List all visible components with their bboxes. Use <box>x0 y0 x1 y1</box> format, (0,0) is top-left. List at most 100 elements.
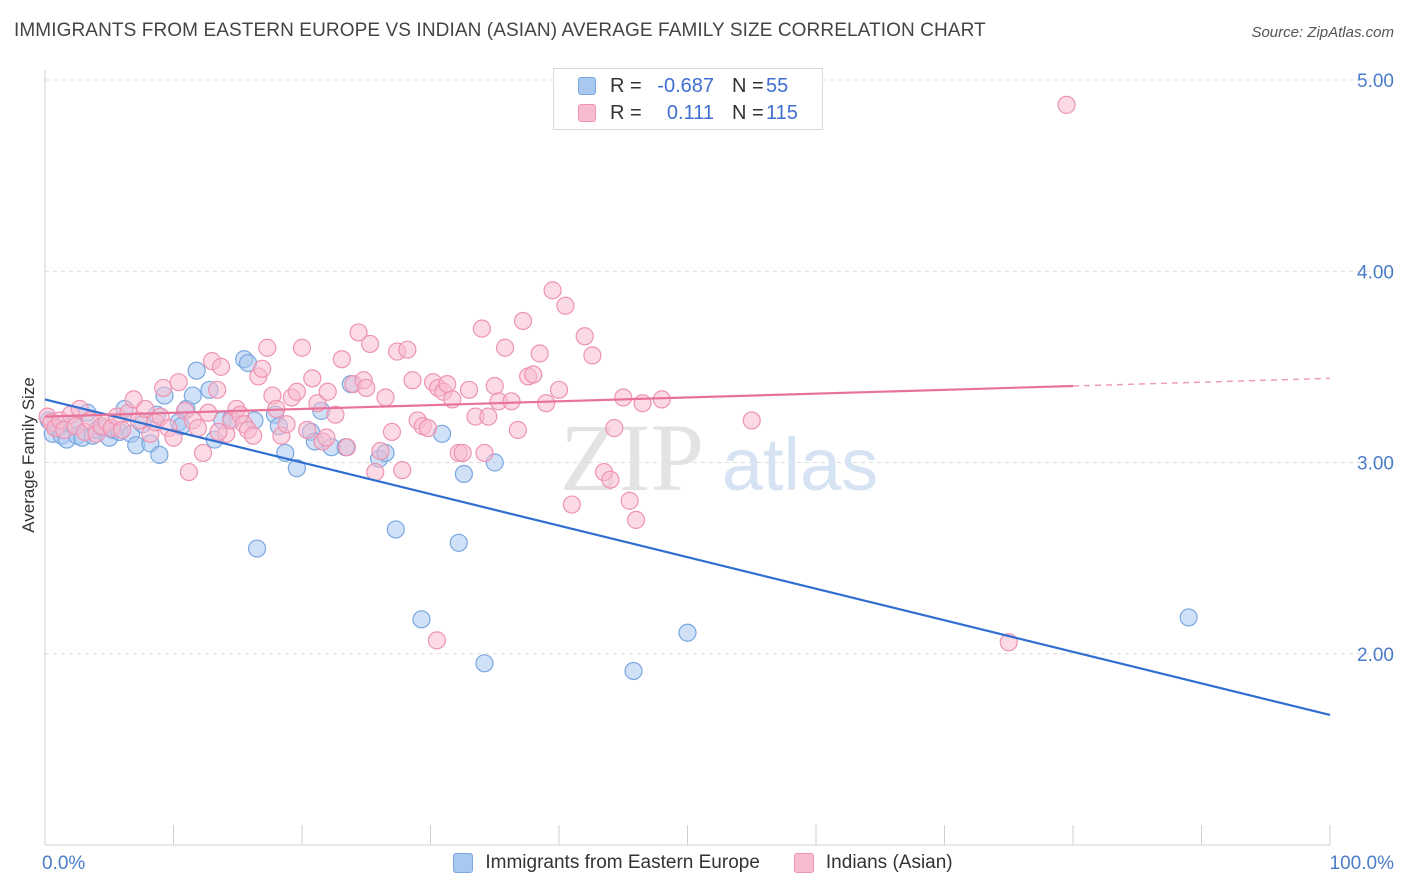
point-indians <box>742 411 761 430</box>
point-indians <box>244 426 263 445</box>
x-tick-label-end: 100.0% <box>1330 853 1395 874</box>
point-indians <box>211 357 231 376</box>
point-eastern-europe <box>412 610 431 629</box>
point-indians <box>575 327 594 346</box>
point-eastern-europe <box>150 445 169 464</box>
y-axis-label: Average Family Size <box>19 377 38 533</box>
point-indians <box>1057 95 1076 114</box>
point-indians <box>112 420 132 440</box>
point-indians <box>318 382 337 401</box>
point-indians <box>530 344 549 363</box>
point-indians <box>209 422 228 441</box>
legend-r-value: -0.687 <box>657 74 714 97</box>
chart-title: IMMIGRANTS FROM EASTERN EUROPE VS INDIAN… <box>14 20 986 41</box>
point-indians <box>154 378 173 398</box>
grid-lines <box>45 79 1392 655</box>
trend-line-indians <box>44 384 1074 418</box>
point-eastern-europe <box>678 623 697 642</box>
point-indians <box>556 296 575 315</box>
point-indians <box>326 405 345 424</box>
point-indians <box>317 428 336 447</box>
legend-swatch-eastern-europe <box>578 77 596 95</box>
point-indians <box>164 428 183 447</box>
point-indians <box>303 369 322 388</box>
point-indians <box>208 380 227 399</box>
point-indians <box>524 365 543 384</box>
point-indians <box>537 394 556 413</box>
point-indians <box>513 311 533 331</box>
point-indians <box>332 350 351 369</box>
point-eastern-europe <box>187 361 206 380</box>
legend-n-value: 55 <box>766 74 789 97</box>
point-indians <box>502 392 521 411</box>
legend-n-value: 115 <box>766 101 798 124</box>
point-indians <box>193 443 213 463</box>
point-indians <box>403 371 422 390</box>
point-eastern-europe <box>475 654 494 673</box>
point-eastern-europe <box>247 539 267 558</box>
watermark: ZIP atlas <box>560 404 878 511</box>
point-indians <box>398 340 417 359</box>
y-tick-label: 5.00 <box>1357 71 1394 92</box>
point-indians <box>418 418 438 438</box>
point-indians <box>357 378 376 398</box>
y-tick-label: 4.00 <box>1357 262 1394 283</box>
point-eastern-europe <box>386 520 405 539</box>
point-indians <box>583 346 602 365</box>
point-indians <box>179 462 199 482</box>
point-indians <box>543 281 562 300</box>
point-indians <box>292 338 312 357</box>
legend-r-label: R = <box>610 74 642 97</box>
series-legend-indians[interactable]: Indians (Asian) <box>793 852 953 874</box>
point-indians <box>475 443 494 463</box>
point-indians <box>361 334 380 354</box>
chart-source: Source: ZipAtlas.com <box>1251 24 1394 41</box>
point-indians <box>337 438 357 457</box>
correlation-legend: R = -0.687 N = 55 R = 0.111 N = 115 <box>553 68 823 130</box>
point-indians <box>459 380 479 399</box>
point-indians <box>605 418 624 438</box>
point-indians <box>253 359 272 378</box>
point-indians <box>258 338 277 357</box>
series-swatch-eastern-europe <box>453 853 474 873</box>
point-indians <box>614 388 633 407</box>
point-indians <box>169 373 188 392</box>
point-indians <box>371 441 390 461</box>
series-legend-eastern-europe[interactable]: Immigrants from Eastern Europe <box>453 852 760 874</box>
point-indians <box>495 338 515 357</box>
legend-row-eastern-europe: R = -0.687 N = 55 <box>578 73 788 99</box>
series-label-eastern-europe: Immigrants from Eastern Europe <box>485 852 760 873</box>
point-indians <box>453 443 472 463</box>
point-indians <box>549 380 569 399</box>
legend-n-label: N = <box>732 101 764 124</box>
series-swatch-indians <box>793 853 814 873</box>
point-indians <box>472 319 491 338</box>
point-indians <box>349 323 368 342</box>
point-eastern-europe <box>1179 608 1198 627</box>
axes <box>44 70 1331 846</box>
trend-line-eastern-europe <box>44 398 1331 717</box>
point-eastern-europe <box>449 533 468 552</box>
legend-r-label: R = <box>610 101 642 124</box>
series-label-indians: Indians (Asian) <box>825 852 953 873</box>
legend-swatch-indians <box>578 104 596 122</box>
point-indians <box>485 376 504 396</box>
series-legend: Immigrants from Eastern Europe Indians (… <box>0 852 1406 874</box>
trend-lines <box>44 377 1331 717</box>
point-indians <box>393 461 412 480</box>
point-indians <box>382 422 402 441</box>
point-indians <box>298 420 317 440</box>
point-indians <box>277 415 296 434</box>
point-eastern-europe <box>287 459 306 478</box>
point-indians <box>479 407 498 426</box>
point-indians <box>562 495 581 514</box>
point-eastern-europe <box>183 386 202 405</box>
y-tick-label: 3.00 <box>1357 454 1394 475</box>
x-tick-label-start: 0.0% <box>42 853 85 874</box>
point-indians <box>601 470 620 489</box>
point-indians <box>287 382 306 401</box>
point-indians <box>508 420 527 440</box>
point-indians <box>633 394 652 413</box>
trend-line-indians-extension <box>1072 377 1331 387</box>
